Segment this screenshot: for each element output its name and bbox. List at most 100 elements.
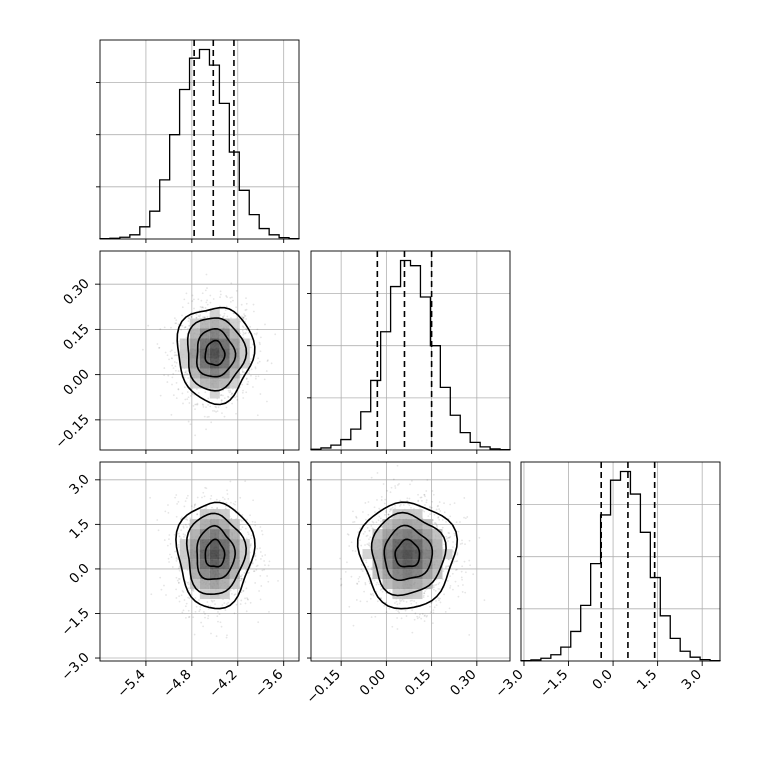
scatter-point — [239, 376, 242, 379]
scatter-point — [219, 296, 221, 299]
histogram-bar — [209, 65, 219, 239]
scatter-point — [380, 597, 382, 600]
scatter-point — [448, 565, 450, 567]
scatter-point — [244, 602, 247, 605]
density-cell — [402, 539, 413, 550]
scatter-point — [177, 567, 180, 570]
scatter-point — [223, 312, 226, 315]
density-cell — [189, 539, 200, 550]
scatter-point — [175, 588, 178, 591]
scatter-point — [202, 625, 205, 628]
x-tick-label: 0.00 — [357, 667, 390, 700]
scatter-point — [190, 505, 193, 508]
scatter-point — [184, 326, 187, 329]
density-cell — [412, 509, 423, 520]
scatter-point — [186, 494, 189, 497]
scatter-point — [390, 486, 393, 489]
scatter-point — [253, 555, 256, 558]
scatter-point — [390, 509, 392, 511]
scatter-point — [445, 535, 448, 538]
scatter-point — [365, 559, 367, 562]
scatter-point — [434, 589, 437, 592]
scatter-point — [376, 581, 379, 584]
density-cell — [229, 519, 240, 530]
density-cell — [179, 338, 190, 349]
scatter-point — [245, 328, 248, 330]
scatter-point — [187, 302, 190, 305]
scatter-point — [413, 618, 416, 621]
scatter-point — [466, 516, 469, 518]
scatter-point — [260, 336, 262, 339]
scatter-point — [442, 570, 445, 573]
scatter-point — [435, 524, 438, 527]
density-cell — [412, 569, 423, 580]
scatter-point — [170, 413, 173, 416]
scatter-point — [461, 539, 463, 542]
scatter-point — [245, 308, 248, 311]
scatter-point — [194, 408, 196, 411]
scatter-point — [246, 597, 248, 599]
scatter-point — [252, 499, 255, 502]
histogram-bar — [611, 480, 621, 661]
scatter-point — [176, 458, 178, 460]
scatter-point — [254, 377, 257, 380]
density-cell — [432, 549, 443, 560]
scatter-point — [370, 568, 373, 571]
scatter-point — [235, 395, 238, 398]
density-cell — [189, 358, 200, 369]
scatter-point — [435, 508, 438, 511]
x-tick-label: −1.5 — [537, 667, 571, 701]
x-tick-label: 0.30 — [447, 667, 480, 700]
scatter-point — [219, 293, 222, 296]
scatter-point — [245, 318, 248, 320]
scatter-point — [251, 562, 254, 565]
density-cell — [412, 549, 423, 560]
scatter-point — [438, 581, 441, 584]
scatter-point — [347, 534, 350, 536]
scatter-point — [244, 480, 247, 483]
scatter-point — [429, 505, 431, 508]
scatter-point — [358, 576, 361, 578]
scatter-point — [433, 586, 435, 588]
scatter-point — [352, 624, 355, 627]
scatter-point — [402, 600, 405, 602]
scatter-point — [211, 600, 214, 603]
scatter-point — [182, 609, 185, 612]
scatter-point — [174, 369, 177, 372]
y-tick-label: −3.0 — [58, 650, 92, 684]
histogram-bar — [401, 260, 411, 450]
scatter-point — [184, 523, 187, 526]
scatter-point — [346, 561, 348, 564]
scatter-point — [420, 496, 423, 499]
scatter-point — [373, 579, 376, 582]
density-cell — [372, 529, 383, 540]
density-cell — [209, 378, 220, 389]
scatter-point — [175, 361, 178, 364]
scatter-point — [256, 328, 259, 331]
scatter-point — [377, 519, 380, 522]
scatter-point — [356, 583, 359, 585]
scatter-point — [231, 402, 233, 405]
scatter-point — [176, 556, 178, 559]
scatter-point — [411, 599, 413, 602]
scatter-point — [258, 341, 261, 344]
scatter-point — [177, 577, 180, 580]
scatter-point — [387, 513, 390, 516]
scatter-point — [416, 617, 419, 620]
scatter-point — [240, 577, 243, 580]
scatter-point — [180, 594, 183, 597]
scatter-point — [187, 609, 190, 612]
scatter-point — [196, 403, 199, 406]
density-cell — [382, 569, 393, 580]
scatter-point — [350, 541, 353, 544]
scatter-point — [423, 510, 426, 513]
scatter-point — [240, 374, 242, 377]
y-tick-label: −0.15 — [52, 411, 93, 452]
scatter-point — [157, 529, 160, 532]
density-cell — [402, 519, 413, 530]
scatter-point — [243, 332, 246, 335]
scatter-point — [241, 383, 244, 386]
scatter-point — [449, 515, 452, 518]
scatter-point — [229, 589, 232, 592]
scatter-point — [369, 597, 372, 600]
